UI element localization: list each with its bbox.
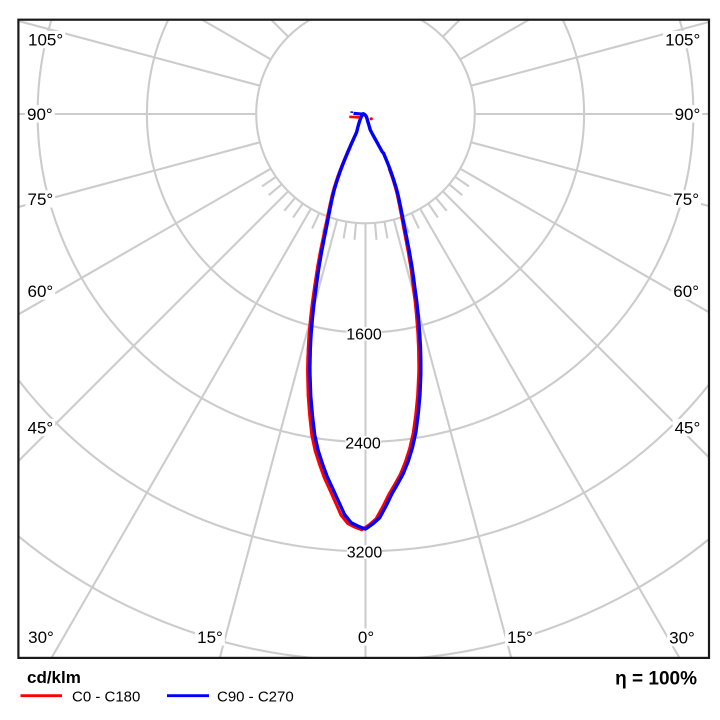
svg-text:C90 - C270: C90 - C270 bbox=[217, 688, 294, 705]
svg-text:45°: 45° bbox=[28, 419, 54, 438]
svg-text:3200: 3200 bbox=[347, 545, 383, 562]
svg-text:90°: 90° bbox=[675, 105, 701, 124]
svg-text:30°: 30° bbox=[669, 629, 695, 648]
svg-text:1600: 1600 bbox=[346, 327, 382, 344]
svg-text:15°: 15° bbox=[197, 628, 223, 647]
svg-text:15°: 15° bbox=[507, 628, 533, 647]
svg-text:60°: 60° bbox=[28, 282, 54, 301]
svg-text:105°: 105° bbox=[28, 31, 63, 50]
svg-text:60°: 60° bbox=[673, 282, 699, 301]
svg-text:η = 100%: η = 100% bbox=[615, 669, 697, 690]
svg-text:cd/klm: cd/klm bbox=[27, 668, 81, 687]
svg-text:2400: 2400 bbox=[345, 436, 381, 453]
svg-text:45°: 45° bbox=[675, 419, 701, 438]
svg-text:C0 - C180: C0 - C180 bbox=[72, 688, 140, 705]
svg-text:105°: 105° bbox=[665, 31, 700, 50]
svg-text:75°: 75° bbox=[28, 190, 54, 209]
svg-text:75°: 75° bbox=[673, 190, 699, 209]
svg-text:30°: 30° bbox=[28, 628, 54, 647]
svg-text:0°: 0° bbox=[358, 628, 374, 647]
svg-text:90°: 90° bbox=[27, 105, 53, 124]
